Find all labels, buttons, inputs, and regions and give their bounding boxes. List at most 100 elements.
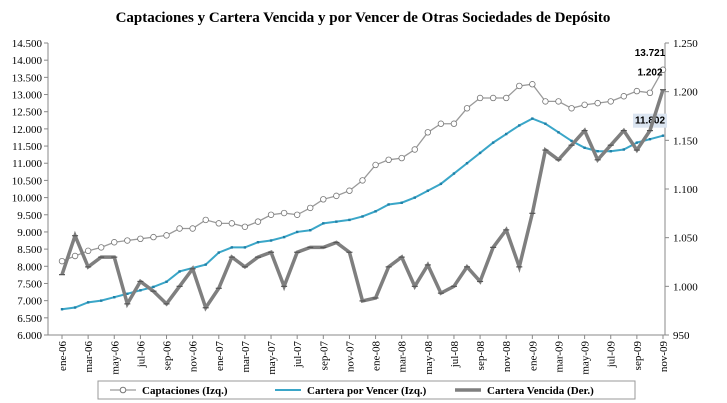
y-tick-label: 11.000 (12, 158, 42, 170)
point-marker (581, 101, 588, 109)
point-marker (73, 306, 77, 309)
data-label: 13.721 (635, 48, 666, 59)
y2-tick-label: 1.050 (673, 233, 698, 245)
point-marker (555, 98, 562, 105)
point-marker (335, 220, 338, 223)
point-marker (243, 246, 247, 249)
y2-tick-label: 950 (673, 330, 690, 342)
point-marker (529, 81, 536, 88)
point-marker (570, 139, 573, 143)
point-marker (489, 94, 497, 102)
point-marker (374, 210, 377, 213)
x-tick-label: sep-07 (318, 341, 330, 371)
point-marker (450, 120, 458, 127)
y2-tick-label: 1.100 (673, 184, 698, 196)
point-marker (150, 233, 157, 241)
x-tick-label: may-07 (266, 341, 278, 375)
x-tick-label: sep-06 (162, 341, 174, 371)
x-tick-label: jul-09 (606, 341, 618, 369)
point-marker (152, 285, 155, 289)
x-tick-label: mar-07 (240, 341, 252, 373)
point-marker (609, 150, 612, 153)
x-tick-label: ene-08 (371, 341, 383, 371)
y-tick-label: 13.000 (12, 90, 43, 102)
x-tick-label: mar-06 (83, 341, 95, 373)
y2-tick-label: 1.200 (673, 87, 698, 99)
y-tick-label: 10.000 (12, 193, 43, 205)
point-marker (189, 225, 196, 232)
point-marker (661, 134, 665, 137)
y-tick-label: 9.500 (17, 210, 42, 222)
point-marker (648, 137, 652, 141)
y-tick-label: 6.500 (17, 313, 42, 325)
x-tick-label: may-06 (109, 341, 121, 375)
y-tick-label: 7.000 (17, 296, 42, 308)
y-tick-label: 14.500 (12, 38, 43, 50)
point-marker (387, 203, 390, 206)
point-marker (452, 172, 456, 175)
point-marker (124, 237, 131, 244)
x-tick-label: jul-08 (449, 341, 461, 369)
point-marker (176, 225, 183, 232)
x-tick-label: ene-06 (57, 341, 69, 371)
point-marker (280, 209, 288, 217)
point-marker (165, 280, 168, 283)
x-tick-label: nov-09 (658, 341, 670, 373)
point-marker (398, 154, 405, 162)
x-tick-label: ene-09 (527, 341, 539, 371)
point-marker (254, 218, 262, 225)
y2-tick-label: 1.150 (673, 135, 698, 147)
point-marker (476, 94, 484, 102)
point-marker (99, 299, 103, 302)
data-label: 11.802 (635, 116, 665, 127)
point-marker (607, 98, 614, 105)
x-tick-label: may-09 (580, 341, 592, 375)
point-marker (111, 239, 118, 246)
point-marker (137, 235, 144, 243)
x-tick-label: jul-06 (135, 341, 147, 369)
point-marker (437, 120, 445, 127)
point-marker (516, 82, 523, 90)
x-tick-label: mar-09 (553, 341, 565, 373)
point-marker (307, 204, 314, 212)
point-marker (269, 239, 273, 242)
series-line (61, 69, 664, 262)
y-tick-label: 14.000 (12, 55, 43, 67)
x-tick-label: mar-08 (397, 341, 409, 373)
point-marker (322, 222, 325, 225)
x-tick-label: sep-08 (475, 341, 487, 371)
x-tick-label: jul-07 (292, 341, 304, 369)
point-marker (84, 247, 92, 255)
point-marker (320, 196, 327, 203)
y-tick-label: 6.000 (17, 330, 42, 342)
point-marker (518, 124, 521, 127)
point-marker (491, 141, 495, 144)
point-marker (531, 117, 534, 120)
point-marker (241, 223, 249, 230)
point-marker (622, 148, 626, 151)
y-tick-label: 12.500 (12, 107, 43, 119)
point-marker (557, 131, 560, 134)
point-marker (544, 122, 547, 125)
point-marker (620, 93, 628, 100)
point-marker (478, 151, 482, 155)
point-marker (659, 66, 667, 73)
point-marker (126, 292, 129, 295)
point-marker (646, 89, 654, 97)
point-marker (256, 241, 260, 244)
point-marker (71, 252, 79, 260)
y2-tick-label: 1.250 (673, 38, 698, 50)
point-marker (463, 105, 471, 112)
point-marker (202, 216, 209, 224)
y-tick-label: 11.500 (12, 141, 42, 153)
point-marker (163, 232, 170, 239)
y-tick-label: 8.000 (17, 261, 42, 273)
legend-label: Cartera Vencida (Der.) (487, 385, 594, 397)
x-tick-label: ene-07 (214, 341, 226, 371)
point-marker (372, 161, 379, 169)
point-marker (400, 201, 403, 204)
point-marker (465, 162, 469, 165)
point-marker (293, 211, 301, 218)
point-marker (594, 99, 601, 107)
